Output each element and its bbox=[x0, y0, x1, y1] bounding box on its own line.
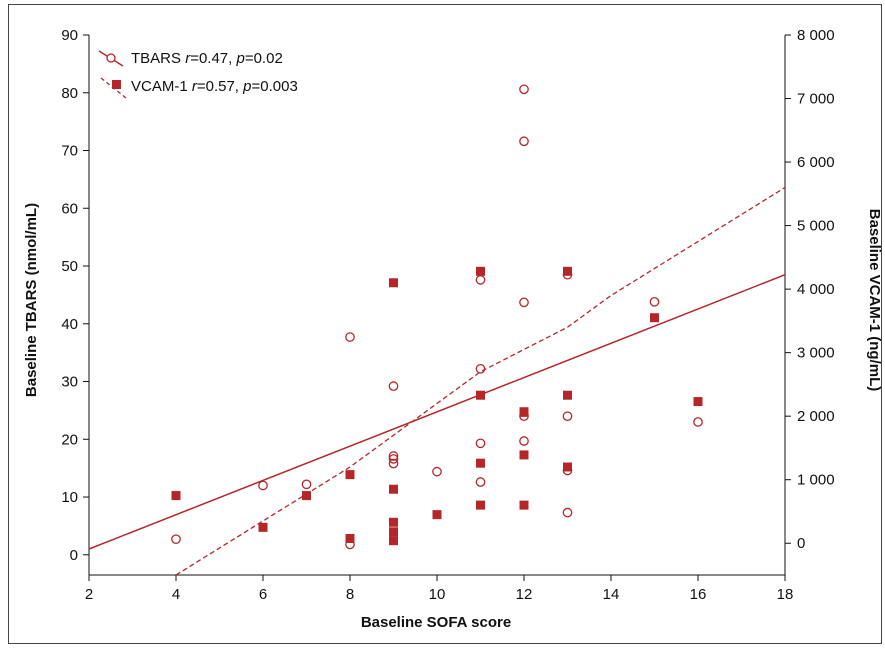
legend-vcam-r-value: =0.57, bbox=[197, 78, 243, 95]
data-point-vcam-1 bbox=[345, 470, 355, 480]
data-point-vcam-1 bbox=[563, 266, 572, 276]
data-point-vcam-1 bbox=[476, 458, 485, 468]
data-point-vcam-1 bbox=[258, 522, 268, 532]
y-right-tick-label: 1 000 bbox=[797, 472, 835, 489]
y-right-tick-label: 2 000 bbox=[797, 408, 835, 425]
data-point-tbars bbox=[519, 297, 529, 308]
y-right-tick-label: 7 000 bbox=[797, 91, 835, 108]
x-axis-title: Baseline SOFA score bbox=[361, 614, 511, 631]
data-point-tbars bbox=[519, 84, 529, 95]
x-tick-label: 18 bbox=[777, 586, 794, 603]
data-point-tbars bbox=[171, 534, 181, 545]
data-point-tbars bbox=[475, 275, 486, 285]
data-point-vcam-1 bbox=[476, 390, 485, 400]
data-point-vcam-1 bbox=[519, 407, 529, 417]
x-tick-label: 6 bbox=[259, 586, 267, 603]
data-point-tbars bbox=[519, 436, 529, 446]
data-point-vcam-1 bbox=[302, 491, 311, 501]
data-point-vcam-1 bbox=[476, 500, 485, 510]
data-point-vcam-1 bbox=[171, 491, 181, 501]
x-tick-label: 4 bbox=[172, 586, 180, 603]
data-point-vcam-1 bbox=[432, 510, 442, 520]
data-point-tbars bbox=[258, 480, 268, 491]
x-tick-label: 10 bbox=[429, 586, 446, 603]
data-point-tbars bbox=[388, 454, 399, 464]
y-right-tick-label: 3 000 bbox=[797, 345, 835, 362]
data-point-vcam-1 bbox=[693, 397, 703, 407]
fit-line-tbars bbox=[88, 274, 786, 550]
y-right-tick-label: 6 000 bbox=[797, 154, 835, 171]
axes: 2 4 6 8 10 12 14 16 18 0 10 20 30 40 50 60 70 80 90 0 1 000 2… bbox=[61, 27, 834, 603]
data-point-tbars bbox=[649, 296, 660, 307]
legend-vcam-p-symbol: p bbox=[242, 78, 251, 95]
data-point-tbars bbox=[475, 477, 486, 487]
y-left-tick-label: 60 bbox=[61, 200, 78, 217]
fit-lines bbox=[88, 186, 786, 576]
y-left-tick-label: 10 bbox=[61, 489, 78, 506]
data-point-tbars bbox=[475, 438, 486, 449]
data-point-vcam-1 bbox=[650, 313, 659, 323]
legend-tbars-r-value: =0.47, bbox=[190, 50, 236, 67]
y-left-tick-label: 70 bbox=[61, 143, 78, 160]
data-point-tbars bbox=[432, 466, 442, 477]
legend-vcam-p-value: =0.003 bbox=[251, 78, 297, 95]
y-axis-right-title: Baseline VCAM-1 (ng/mL) bbox=[866, 209, 883, 392]
legend-tbars-marker bbox=[106, 53, 116, 63]
y-right-tick-label: 8 000 bbox=[797, 27, 835, 44]
legend-vcam-label: VCAM-1 r=0.57, p=0.003 bbox=[131, 78, 298, 95]
data-point-tbars bbox=[301, 479, 312, 490]
y-left-tick-label: 50 bbox=[61, 258, 78, 275]
data-point-vcam-1 bbox=[389, 484, 398, 494]
legend: TBARS r=0.47, p=0.02 VCAM-1 r=0.57, p=0.… bbox=[98, 50, 298, 99]
x-tick-label: 14 bbox=[603, 586, 620, 603]
legend-tbars-name: TBARS bbox=[131, 50, 185, 67]
y-left-tick-label: 80 bbox=[61, 85, 78, 102]
x-tick-label: 8 bbox=[346, 586, 354, 603]
legend-vcam-name: VCAM-1 bbox=[131, 78, 192, 95]
x-tick-label: 16 bbox=[690, 586, 707, 603]
data-point-vcam-1 bbox=[389, 536, 398, 546]
chart-frame bbox=[8, 4, 882, 644]
y-right-tick-label: 0 bbox=[797, 535, 805, 552]
data-points bbox=[171, 84, 703, 550]
data-point-tbars bbox=[345, 332, 355, 342]
data-point-tbars bbox=[388, 458, 399, 469]
data-point-tbars bbox=[388, 451, 399, 461]
data-point-vcam-1 bbox=[389, 278, 398, 288]
data-point-vcam-1 bbox=[389, 517, 398, 527]
data-point-vcam-1 bbox=[519, 500, 529, 510]
data-point-tbars bbox=[475, 363, 486, 374]
data-point-tbars bbox=[562, 411, 573, 422]
legend-tbars-p-value: =0.02 bbox=[245, 50, 283, 67]
data-point-vcam-1 bbox=[389, 527, 398, 537]
data-point-tbars bbox=[693, 417, 703, 427]
data-point-vcam-1 bbox=[345, 533, 355, 543]
y-axis-left-title: Baseline TBARS (nmol/mL) bbox=[23, 203, 40, 397]
data-point-vcam-1 bbox=[563, 462, 572, 472]
legend-tbars-r-symbol: r bbox=[185, 50, 191, 67]
y-left-tick-label: 30 bbox=[61, 374, 78, 391]
x-tick-label: 12 bbox=[516, 586, 533, 603]
data-point-vcam-1 bbox=[519, 450, 529, 460]
y-left-tick-label: 0 bbox=[70, 547, 78, 564]
legend-vcam-marker bbox=[112, 80, 121, 89]
legend-tbars-p-symbol: p bbox=[235, 50, 244, 67]
y-left-tick-label: 40 bbox=[61, 316, 78, 333]
y-right-tick-label: 4 000 bbox=[797, 281, 835, 298]
y-right-tick-label: 5 000 bbox=[797, 218, 835, 235]
legend-tbars-label: TBARS r=0.47, p=0.02 bbox=[131, 50, 283, 67]
legend-vcam-r-symbol: r bbox=[192, 78, 198, 95]
y-left-tick-label: 20 bbox=[61, 431, 78, 448]
data-point-tbars bbox=[562, 507, 573, 518]
data-point-vcam-1 bbox=[563, 390, 572, 400]
fit-line-vcam-1 bbox=[175, 186, 786, 576]
data-point-tbars bbox=[388, 381, 399, 391]
data-point-vcam-1 bbox=[476, 266, 485, 276]
data-point-tbars bbox=[519, 136, 529, 147]
x-tick-label: 2 bbox=[85, 586, 93, 603]
y-left-tick-label: 90 bbox=[61, 27, 78, 44]
